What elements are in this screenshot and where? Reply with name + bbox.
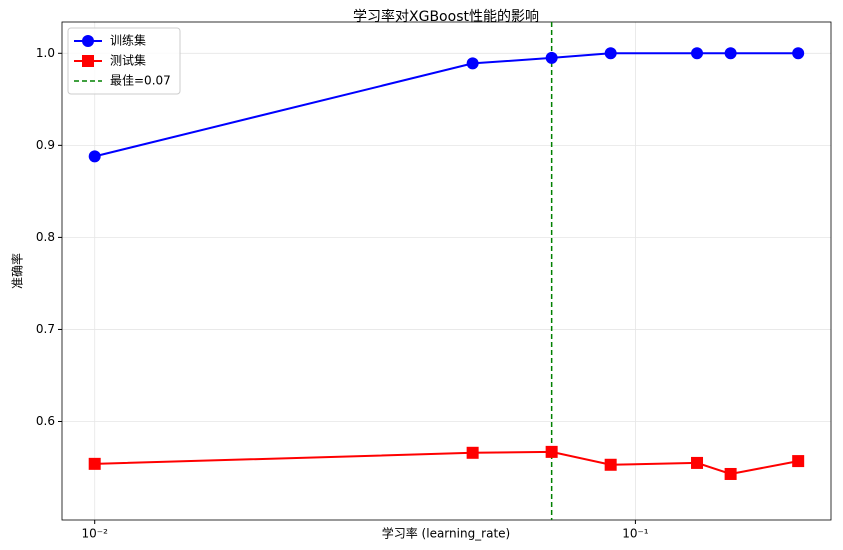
x-tick-label: 10⁻²: [81, 527, 108, 541]
x-axis-label: 学习率 (learning_rate): [382, 526, 511, 541]
marker: [724, 47, 737, 60]
legend-marker: [82, 35, 94, 47]
marker: [604, 47, 617, 60]
legend-label: 测试集: [110, 53, 146, 68]
legend-label: 最佳=0.07: [110, 74, 171, 88]
marker: [545, 51, 558, 64]
marker: [604, 458, 617, 471]
y-tick-label: 1.0: [36, 46, 55, 60]
x-tick-label: 10⁻¹: [622, 527, 649, 541]
marker: [691, 47, 704, 60]
marker: [724, 467, 737, 480]
marker: [691, 456, 704, 469]
marker: [792, 455, 805, 468]
marker: [792, 47, 805, 60]
y-tick-label: 0.8: [36, 230, 55, 244]
marker: [466, 57, 479, 70]
y-tick-label: 0.7: [36, 322, 55, 336]
marker: [466, 446, 479, 459]
legend-label: 训练集: [110, 33, 146, 48]
marker: [88, 457, 101, 470]
legend-box: [67, 27, 181, 95]
marker: [545, 445, 558, 458]
y-tick-label: 0.9: [36, 138, 55, 152]
chart-title: 学习率对XGBoost性能的影响: [353, 8, 539, 25]
legend-marker: [82, 55, 94, 67]
y-tick-label: 0.6: [36, 414, 55, 428]
y-axis-label: 准确率: [10, 253, 25, 289]
series-line: [94, 52, 799, 158]
plot-frame: [61, 21, 832, 521]
marker: [88, 150, 101, 163]
